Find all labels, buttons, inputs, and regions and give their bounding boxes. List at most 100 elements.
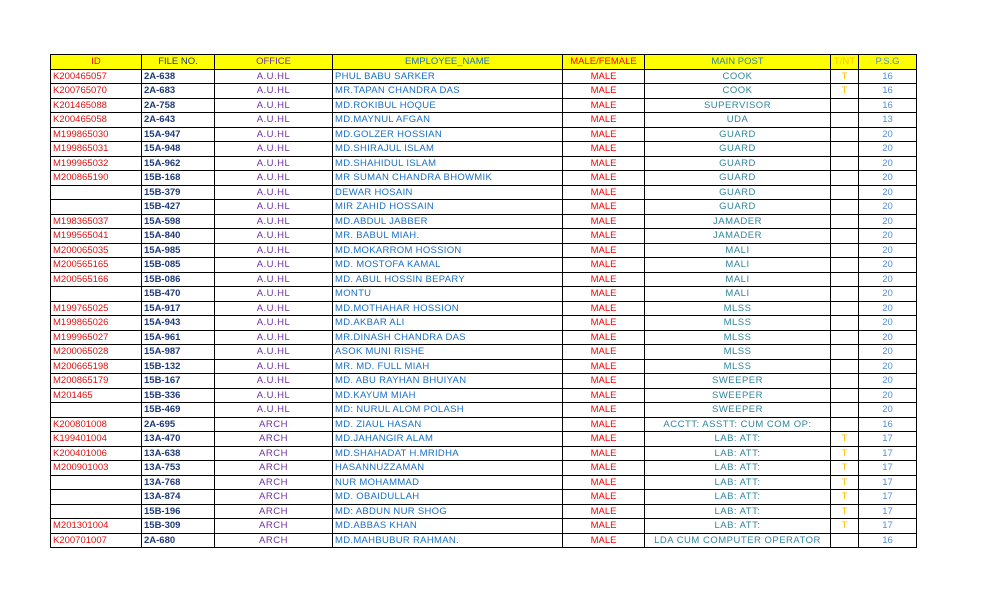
file-cell[interactable]: 2A-758	[141, 97, 215, 113]
id-cell[interactable]	[50, 503, 142, 519]
id-cell[interactable]: M200565165	[50, 257, 142, 273]
tnt-cell[interactable]: T	[830, 503, 859, 519]
post-cell[interactable]: MLSS	[644, 358, 831, 374]
psg-header[interactable]: P.S.G	[858, 54, 917, 70]
name-cell[interactable]: MD.SHAHIDUL ISLAM	[332, 155, 563, 171]
main-post-header[interactable]: MAIN POST	[644, 54, 831, 70]
office-cell[interactable]: A.U.HL	[214, 228, 333, 244]
tnt-cell[interactable]	[830, 402, 859, 418]
psg-cell[interactable]: 16	[858, 97, 917, 113]
name-cell[interactable]: MD.AKBAR ALI	[332, 315, 563, 331]
sex-cell[interactable]: MALE	[562, 83, 645, 99]
psg-cell[interactable]: 16	[858, 416, 917, 432]
t-nt-header[interactable]: T/NT	[830, 54, 859, 70]
post-cell[interactable]: SUPERVISOR	[644, 97, 831, 113]
name-cell[interactable]: MD.ABBAS KHAN	[332, 518, 563, 534]
office-cell[interactable]: A.U.HL	[214, 358, 333, 374]
post-cell[interactable]: LAB: ATT:	[644, 518, 831, 534]
tnt-cell[interactable]	[830, 126, 859, 142]
id-cell[interactable]: K200401006	[50, 445, 142, 461]
tnt-cell[interactable]	[830, 387, 859, 403]
post-cell[interactable]: JAMADER	[644, 213, 831, 229]
file-cell[interactable]: 2A-695	[141, 416, 215, 432]
psg-cell[interactable]: 20	[858, 344, 917, 360]
tnt-cell[interactable]	[830, 155, 859, 171]
sex-cell[interactable]: MALE	[562, 532, 645, 548]
id-cell[interactable]: M200065035	[50, 242, 142, 258]
id-cell[interactable]: K200801008	[50, 416, 142, 432]
psg-cell[interactable]: 16	[858, 83, 917, 99]
gender-header[interactable]: MALE/FEMALE	[562, 54, 645, 70]
file-cell[interactable]: 15A-985	[141, 242, 215, 258]
id-cell[interactable]: M200665198	[50, 358, 142, 374]
file-cell[interactable]: 15A-987	[141, 344, 215, 360]
post-cell[interactable]: GUARD	[644, 155, 831, 171]
file-cell[interactable]: 15B-336	[141, 387, 215, 403]
id-cell[interactable]: M200901003	[50, 460, 142, 476]
psg-cell[interactable]: 17	[858, 460, 917, 476]
sex-cell[interactable]: MALE	[562, 329, 645, 345]
office-cell[interactable]: A.U.HL	[214, 68, 333, 84]
post-cell[interactable]: COOK	[644, 68, 831, 84]
psg-cell[interactable]: 20	[858, 257, 917, 273]
office-cell[interactable]: A.U.HL	[214, 170, 333, 186]
office-cell[interactable]: A.U.HL	[214, 199, 333, 215]
file-cell[interactable]: 15A-943	[141, 315, 215, 331]
sex-cell[interactable]: MALE	[562, 344, 645, 360]
name-cell[interactable]: MD.ROKIBUL HOQUE	[332, 97, 563, 113]
psg-cell[interactable]: 17	[858, 489, 917, 505]
file-cell[interactable]: 15B-427	[141, 199, 215, 215]
post-cell[interactable]: MALI	[644, 271, 831, 287]
id-cell[interactable]: K199401004	[50, 431, 142, 447]
post-cell[interactable]: MLSS	[644, 329, 831, 345]
id-cell[interactable]: M201465	[50, 387, 142, 403]
post-cell[interactable]: LAB: ATT:	[644, 503, 831, 519]
post-cell[interactable]: GUARD	[644, 126, 831, 142]
psg-cell[interactable]: 20	[858, 315, 917, 331]
sex-cell[interactable]: MALE	[562, 358, 645, 374]
name-cell[interactable]: MR.TAPAN CHANDRA DAS	[332, 83, 563, 99]
office-cell[interactable]: A.U.HL	[214, 213, 333, 229]
file-cell[interactable]: 13A-753	[141, 460, 215, 476]
sex-cell[interactable]: MALE	[562, 445, 645, 461]
post-cell[interactable]: LAB: ATT:	[644, 489, 831, 505]
id-cell[interactable]	[50, 474, 142, 490]
post-cell[interactable]: GUARD	[644, 184, 831, 200]
sex-cell[interactable]: MALE	[562, 271, 645, 287]
sex-cell[interactable]: MALE	[562, 373, 645, 389]
name-cell[interactable]: MONTU	[332, 286, 563, 302]
office-cell[interactable]: A.U.HL	[214, 315, 333, 331]
tnt-cell[interactable]	[830, 373, 859, 389]
name-cell[interactable]: MD.KAYUM MIAH	[332, 387, 563, 403]
psg-cell[interactable]: 20	[858, 329, 917, 345]
tnt-cell[interactable]	[830, 286, 859, 302]
tnt-cell[interactable]: T	[830, 474, 859, 490]
tnt-cell[interactable]: T	[830, 460, 859, 476]
psg-cell[interactable]: 20	[858, 213, 917, 229]
name-cell[interactable]: PHUL BABU SARKER	[332, 68, 563, 84]
file-no-header[interactable]: FILE NO.	[141, 54, 215, 70]
office-header[interactable]: OFFICE	[214, 54, 333, 70]
id-cell[interactable]: M200065028	[50, 344, 142, 360]
sex-cell[interactable]: MALE	[562, 228, 645, 244]
name-cell[interactable]: MD.MOKARROM HOSSION	[332, 242, 563, 258]
psg-cell[interactable]: 20	[858, 402, 917, 418]
psg-cell[interactable]: 20	[858, 184, 917, 200]
name-cell[interactable]: MD.MOTHAHAR HOSSION	[332, 300, 563, 316]
post-cell[interactable]: GUARD	[644, 170, 831, 186]
office-cell[interactable]: A.U.HL	[214, 373, 333, 389]
id-cell[interactable]: K200701007	[50, 532, 142, 548]
office-cell[interactable]: A.U.HL	[214, 402, 333, 418]
id-header[interactable]: ID	[50, 54, 142, 70]
psg-cell[interactable]: 20	[858, 126, 917, 142]
id-cell[interactable]	[50, 489, 142, 505]
file-cell[interactable]: 13A-638	[141, 445, 215, 461]
name-cell[interactable]: MD.SHIRAJUL ISLAM	[332, 141, 563, 157]
psg-cell[interactable]: 17	[858, 518, 917, 534]
file-cell[interactable]: 15B-132	[141, 358, 215, 374]
name-cell[interactable]: MR. MD. FULL MIAH	[332, 358, 563, 374]
office-cell[interactable]: A.U.HL	[214, 112, 333, 128]
tnt-cell[interactable]	[830, 170, 859, 186]
sex-cell[interactable]: MALE	[562, 431, 645, 447]
file-cell[interactable]: 15B-086	[141, 271, 215, 287]
